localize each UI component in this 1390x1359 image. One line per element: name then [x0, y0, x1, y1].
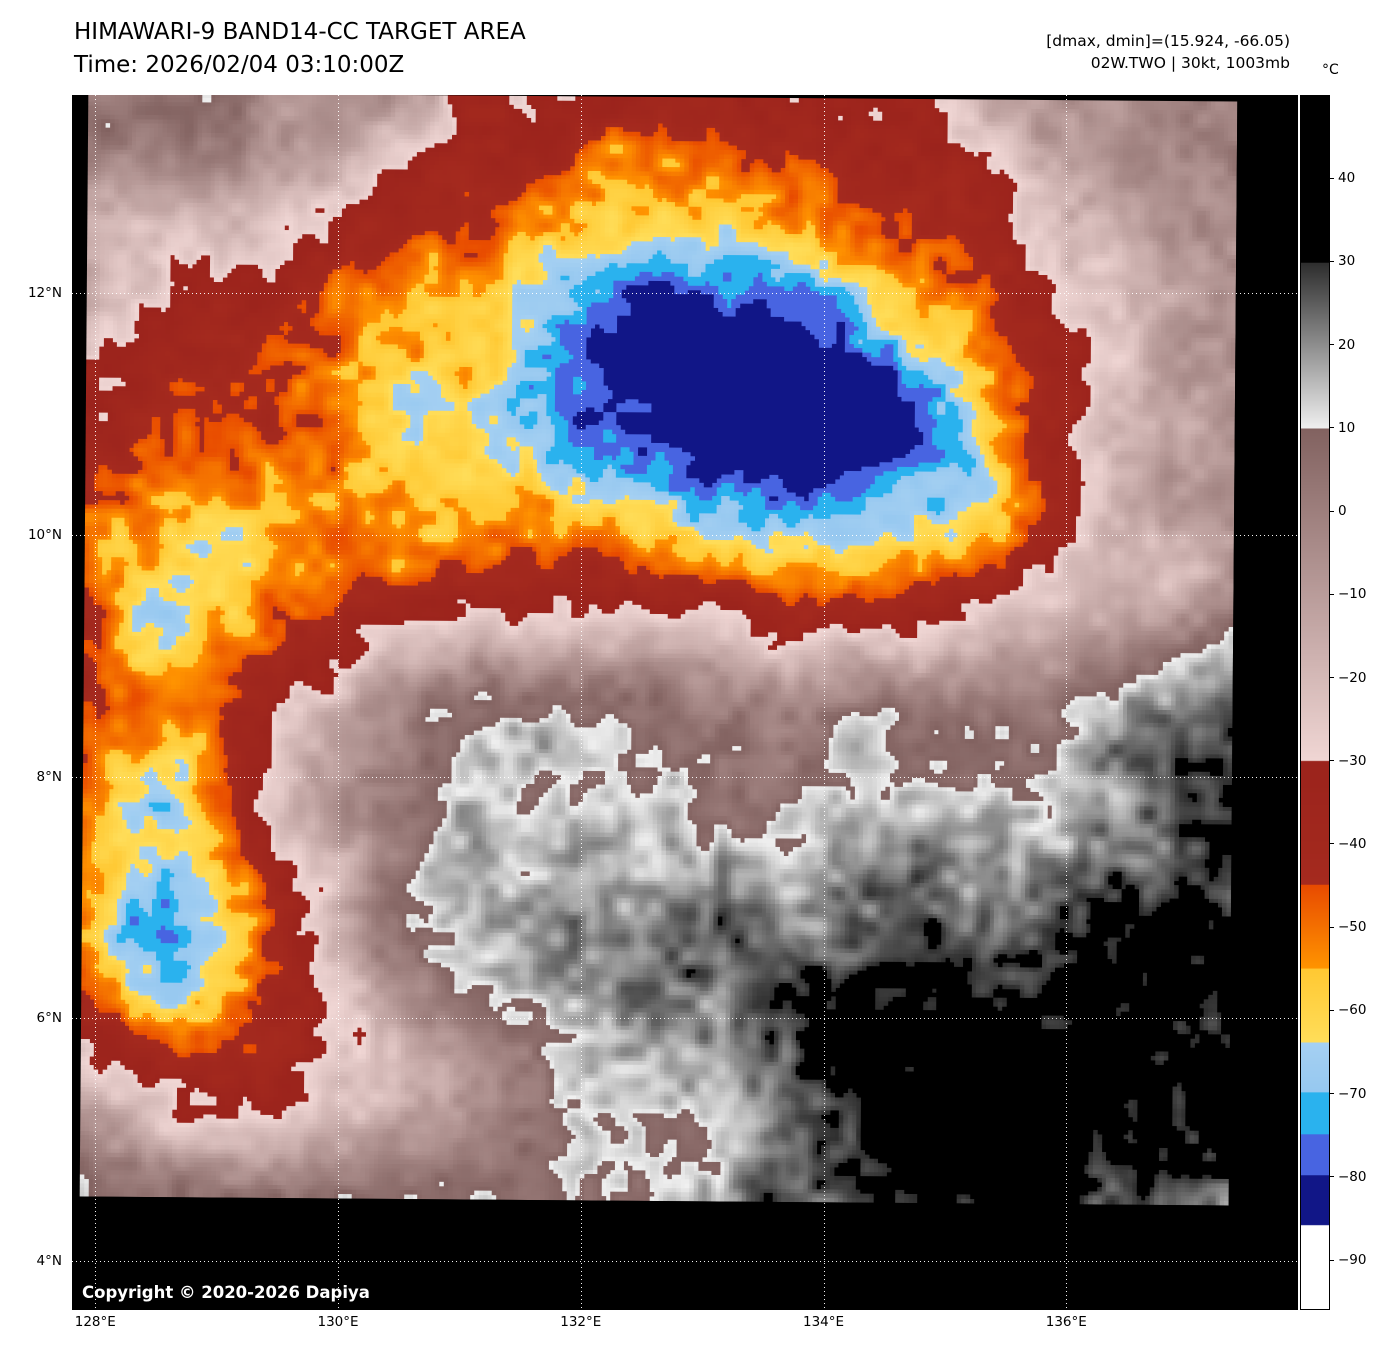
figure-time: Time: 2026/02/04 03:10:00Z [74, 52, 405, 78]
colorbar-tick-container: 40 30 20 10 0 −10 −20 −30 −40 −50 −60 −70 −80 −90 [1330, 95, 1390, 1310]
colorbar-tick-label: −50 [1338, 919, 1367, 936]
colorbar-tick-label: 0 [1338, 503, 1347, 520]
lon-tick-label: 136°E [1045, 1314, 1087, 1330]
colorbar-unit-label: °C [1322, 62, 1339, 78]
lon-tick-label: 128°E [74, 1314, 116, 1330]
colorbar-tick-label: −30 [1338, 752, 1367, 769]
colorbar-tick-label: 40 [1338, 170, 1356, 187]
colorbar-tick-mark [1330, 427, 1334, 429]
lat-tick-label: 4°N [36, 1253, 62, 1270]
colorbar-tick-mark [1330, 677, 1334, 679]
lon-axis-labels: 128°E 130°E 132°E 134°E 136°E [72, 1314, 1298, 1334]
info-block: [dmax, dmin]=(15.924, -66.05) 02W.TWO | … [1046, 30, 1290, 74]
title-block: HIMAWARI-9 BAND14-CC TARGET AREA Time: 2… [74, 16, 526, 82]
colorbar-tick-mark [1330, 593, 1334, 595]
colorbar-tick-mark [1330, 1259, 1334, 1261]
colorbar [1300, 95, 1330, 1310]
colorbar-tick-mark [1330, 260, 1334, 262]
lat-tick-label: 8°N [36, 768, 62, 785]
colorbar-tick-mark [1330, 760, 1334, 762]
lat-tick-label: 12°N [27, 285, 62, 302]
colorbar-tick-label: −60 [1338, 1002, 1367, 1019]
dmax-dmin-readout: [dmax, dmin]=(15.924, -66.05) [1046, 32, 1290, 50]
colorbar-tick-mark [1330, 177, 1334, 179]
colorbar-gradient [1301, 96, 1329, 1309]
lat-tick-label: 10°N [27, 526, 62, 543]
satellite-ir-image [79, 95, 1238, 1207]
colorbar-tick-label: −80 [1338, 1168, 1367, 1185]
colorbar-tick-mark [1330, 344, 1334, 346]
lon-tick-label: 130°E [317, 1314, 359, 1330]
satellite-swath [79, 95, 1238, 1207]
colorbar-tick-label: −10 [1338, 586, 1367, 603]
colorbar-tick-mark [1330, 1093, 1334, 1095]
colorbar-tick-label: −90 [1338, 1252, 1367, 1269]
copyright-text: Copyright © 2020-2026 Dapiya [82, 1283, 370, 1302]
colorbar-tick-label: 30 [1338, 253, 1356, 270]
lon-tick-label: 132°E [560, 1314, 602, 1330]
lat-axis-labels: 12°N 10°N 8°N 6°N 4°N [0, 95, 66, 1310]
map-plot-area: Copyright © 2020-2026 Dapiya [72, 95, 1298, 1310]
colorbar-tick-label: 10 [1338, 419, 1356, 436]
colorbar-tick-mark [1330, 1009, 1334, 1011]
colorbar-tick-mark [1330, 843, 1334, 845]
figure-title: HIMAWARI-9 BAND14-CC TARGET AREA [74, 19, 526, 45]
lon-tick-label: 134°E [803, 1314, 845, 1330]
colorbar-tick-mark [1330, 1176, 1334, 1178]
lat-tick-label: 6°N [36, 1010, 62, 1027]
colorbar-tick-mark [1330, 926, 1334, 928]
colorbar-tick-label: 20 [1338, 336, 1356, 353]
colorbar-tick-label: −70 [1338, 1085, 1367, 1102]
colorbar-tick-label: −20 [1338, 669, 1367, 686]
colorbar-tick-label: −40 [1338, 835, 1367, 852]
storm-info: 02W.TWO | 30kt, 1003mb [1090, 54, 1290, 72]
colorbar-tick-mark [1330, 510, 1334, 512]
gridline-lat [72, 1261, 1298, 1263]
